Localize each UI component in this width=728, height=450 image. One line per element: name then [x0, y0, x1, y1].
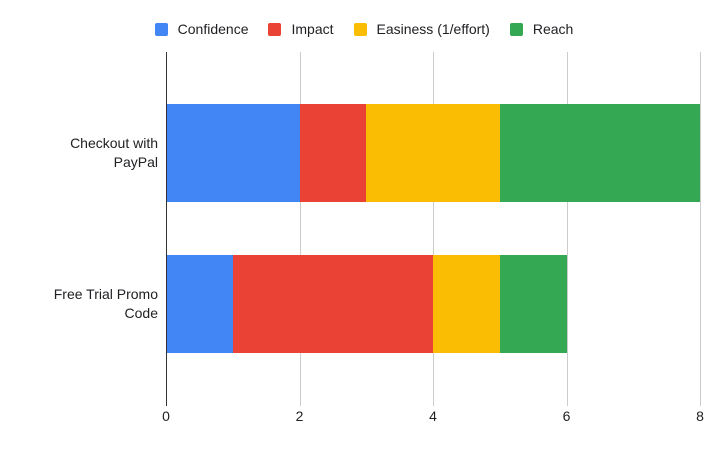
legend-label: Confidence	[177, 21, 249, 37]
category-label: Checkout with PayPal	[0, 134, 158, 172]
x-axis-tick	[433, 400, 434, 406]
legend-swatch-icon	[268, 22, 282, 36]
bar-segment	[166, 104, 300, 202]
x-axis-tick-label: 8	[696, 408, 704, 424]
bar-row	[166, 255, 700, 353]
bar-segment	[232, 255, 433, 353]
legend-swatch-icon	[154, 22, 168, 36]
bar-segment	[499, 104, 700, 202]
y-axis-line	[166, 52, 167, 400]
legend-swatch-icon	[353, 22, 367, 36]
gridline	[566, 52, 568, 400]
bar-segment	[166, 255, 233, 353]
x-axis-tick	[166, 400, 167, 406]
category-label: Free Trial Promo Code	[0, 285, 158, 323]
x-axis-tick	[700, 400, 701, 406]
category-label-line: PayPal	[113, 154, 158, 170]
bar-segment	[499, 255, 567, 353]
x-axis-tick-label: 4	[429, 408, 437, 424]
legend-item: Reach	[509, 21, 574, 37]
bar-segment	[433, 255, 500, 353]
chart-legend: Confidence Impact Easiness (1/effort) Reach	[0, 20, 728, 38]
x-axis-tick-label: 6	[562, 408, 571, 424]
bar-segment	[366, 104, 500, 202]
legend-label: Reach	[532, 21, 574, 37]
x-axis-tick-label: 0	[162, 408, 170, 424]
legend-item: Confidence	[154, 21, 249, 37]
x-axis-tick	[566, 400, 568, 406]
plot-area	[166, 52, 701, 400]
category-label-line: Free Trial Promo	[53, 286, 158, 302]
gridline	[700, 52, 701, 400]
x-axis-tick-label: 2	[295, 408, 304, 424]
legend-swatch-icon	[509, 22, 523, 36]
gridline	[433, 52, 434, 400]
bar-row	[166, 104, 700, 202]
legend-label: Easiness (1/effort)	[376, 21, 490, 37]
legend-item: Impact	[268, 21, 334, 37]
bar-segment	[299, 104, 367, 202]
category-label-line: Checkout with	[70, 135, 158, 151]
x-axis-tick	[299, 400, 301, 406]
legend-item: Easiness (1/effort)	[353, 21, 490, 37]
gridline	[299, 52, 301, 400]
legend-label: Impact	[291, 21, 334, 37]
category-label-line: Code	[124, 305, 158, 321]
